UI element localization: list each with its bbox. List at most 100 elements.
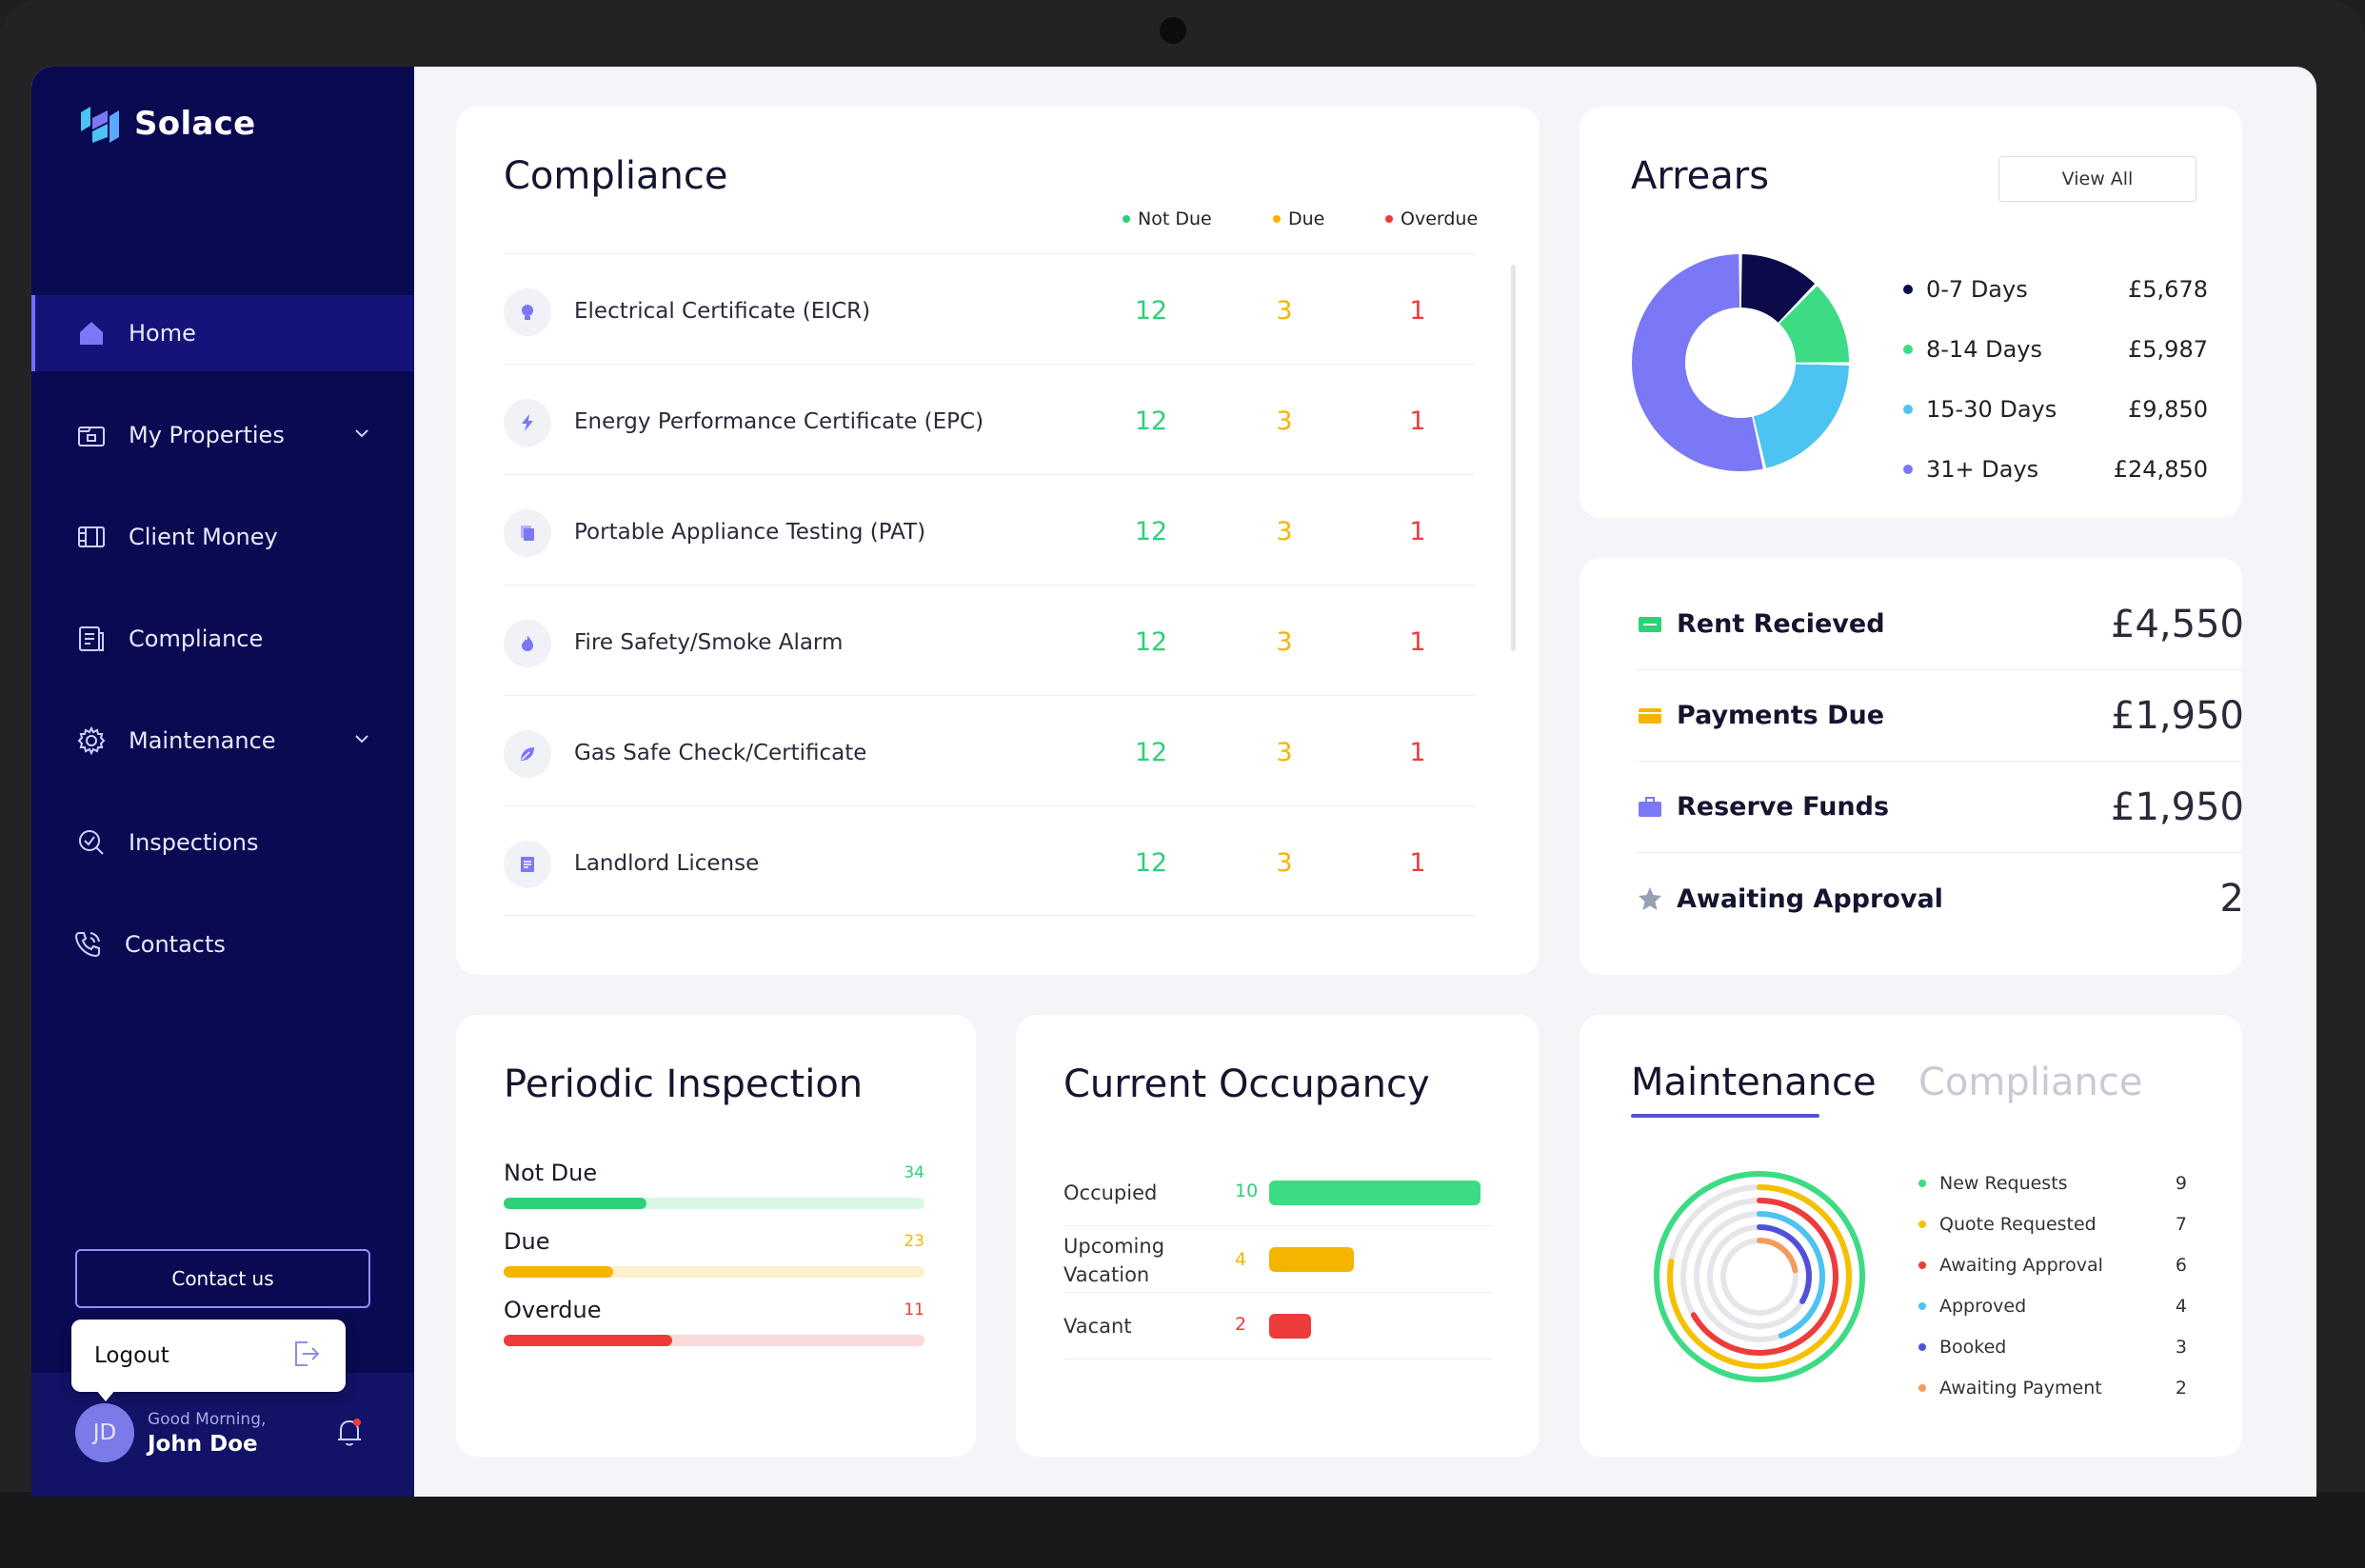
occupancy-count: 10 [1235, 1181, 1259, 1201]
finance-row[interactable]: Reserve Funds £1,950 [1635, 762, 2244, 853]
finance-row[interactable]: Awaiting Approval 2 [1635, 853, 2244, 944]
arrears-label: 31+ Days [1926, 456, 2039, 483]
overdue-count: 1 [1409, 407, 1426, 436]
contact-us-button[interactable]: Contact us [75, 1249, 370, 1308]
sidebar-item-label: Inspections [129, 829, 259, 856]
occupancy-bar [1269, 1314, 1311, 1339]
progress-track [504, 1335, 924, 1346]
table-row[interactable]: Energy Performance Certificate (EPC) 12 … [504, 364, 1475, 474]
due-count: 3 [1276, 848, 1293, 878]
sidebar-item-compliance[interactable]: Compliance [31, 601, 414, 677]
gear-icon [73, 723, 109, 759]
ring-arc [1757, 1238, 1799, 1274]
view-all-button[interactable]: View All [1998, 156, 2196, 202]
overdue-count: 1 [1409, 627, 1426, 657]
not-due-count: 12 [1134, 848, 1168, 878]
tab-compliance[interactable]: Compliance [1918, 1061, 2143, 1104]
sidebar-item-maintenance[interactable]: Maintenance [31, 703, 414, 779]
legend-dot [1903, 405, 1913, 414]
legend-dot [1123, 215, 1130, 223]
scrollbar[interactable] [1511, 265, 1516, 651]
maintenance-count: 6 [2175, 1255, 2187, 1276]
legend-not-due: Not Due [1123, 208, 1212, 229]
legend-label: Not Due [1138, 208, 1212, 229]
occupancy-count: 4 [1235, 1249, 1247, 1270]
donut-slice [1752, 363, 1849, 468]
compliance-name: Landlord License [574, 851, 760, 876]
arrears-label: 15-30 Days [1926, 396, 2057, 423]
table-row[interactable]: Fire Safety/Smoke Alarm 12 3 1 [504, 585, 1475, 695]
due-count: 3 [1276, 517, 1293, 546]
sidebar-item-contacts[interactable]: Contacts [31, 906, 414, 982]
card-title: Current Occupancy [1063, 1062, 1430, 1106]
maintenance-count: 3 [2175, 1337, 2187, 1358]
inspection-label: Due [504, 1228, 550, 1255]
due-count: 3 [1276, 627, 1293, 657]
donut-slice [1739, 254, 1816, 324]
finance-row[interactable]: Rent Recieved £4,550 [1635, 579, 2244, 670]
sidebar-item-inspections[interactable]: Inspections [31, 804, 414, 881]
maintenance-label: Quote Requested [1939, 1214, 2097, 1235]
sidebar-item-home[interactable]: Home [31, 295, 414, 371]
progress-fill [504, 1266, 613, 1278]
sidebar-item-client-money[interactable]: Client Money [31, 499, 414, 575]
logout-icon[interactable] [288, 1337, 323, 1375]
not-due-count: 12 [1134, 517, 1168, 546]
not-due-count: 12 [1134, 627, 1168, 657]
periodic-inspection-card: Periodic Inspection Not Due 34 Due 23 Ov… [456, 1015, 976, 1457]
chevron-down-icon[interactable] [351, 423, 372, 449]
arrears-donut-chart [1632, 254, 1849, 471]
card-title: Arrears [1631, 154, 1770, 198]
chevron-down-icon[interactable] [351, 728, 372, 755]
overdue-count: 1 [1409, 296, 1426, 326]
progress-fill [504, 1198, 647, 1209]
legend-dot [1273, 215, 1281, 223]
maintenance-item: Quote Requested 7 [1918, 1210, 2187, 1239]
copy-icon [504, 509, 551, 557]
maintenance-count: 7 [2175, 1214, 2187, 1235]
finance-row[interactable]: Payments Due £1,950 [1635, 670, 2244, 762]
avatar[interactable]: JD [75, 1403, 134, 1462]
tab-underline [1631, 1114, 1819, 1118]
table-row[interactable]: Landlord License 12 3 1 [504, 805, 1475, 916]
occupancy-count: 2 [1235, 1314, 1247, 1335]
logout-popover[interactable]: Logout [71, 1320, 346, 1401]
inspection-count: 23 [904, 1232, 924, 1251]
money-icon [73, 519, 109, 555]
solace-logo-icon [81, 107, 119, 143]
table-row[interactable]: Portable Appliance Testing (PAT) 12 3 1 [504, 474, 1475, 585]
app-screen: Solace Home My Properties [31, 67, 2316, 1497]
due-count: 3 [1276, 407, 1293, 436]
table-row[interactable]: Electrical Certificate (EICR) 12 3 1 [504, 253, 1475, 364]
inspection-row: Overdue 11 [504, 1297, 924, 1346]
arrears-label: 8-14 Days [1926, 336, 2042, 363]
sidebar-item-label: Client Money [129, 524, 278, 550]
bell-icon[interactable] [332, 1415, 367, 1453]
table-row[interactable]: Gas Safe Check/Certificate 12 3 1 [504, 695, 1475, 805]
flame-icon [504, 620, 551, 667]
arrears-label: 0-7 Days [1926, 276, 2028, 303]
maintenance-item: Awaiting Payment 2 [1918, 1374, 2187, 1402]
maintenance-label: Booked [1939, 1337, 2007, 1358]
compliance-name: Electrical Certificate (EICR) [574, 299, 871, 324]
legend-dot [1903, 285, 1913, 294]
due-count: 3 [1276, 296, 1293, 326]
user-name: John Doe [148, 1432, 258, 1457]
tab-maintenance[interactable]: Maintenance [1631, 1061, 1877, 1104]
leaf-icon [504, 730, 551, 778]
arrears-card: Arrears View All 0-7 Days £5,678 8-14 Da… [1580, 107, 2242, 518]
legend-dot [1918, 1302, 1926, 1310]
search-check-icon [73, 824, 109, 861]
document-icon [73, 621, 109, 657]
maintenance-label: Awaiting Payment [1939, 1378, 2102, 1399]
maintenance-label: Approved [1939, 1296, 2027, 1317]
logo[interactable]: Solace [75, 99, 255, 149]
compliance-name: Gas Safe Check/Certificate [574, 741, 867, 765]
not-due-count: 12 [1134, 738, 1168, 767]
legend-dot [1918, 1221, 1926, 1228]
maintenance-item: Approved 4 [1918, 1292, 2187, 1320]
camera [1160, 17, 1186, 44]
sidebar-item-my-properties[interactable]: My Properties [31, 397, 414, 473]
occupancy-label: Upcoming Vacation [1063, 1235, 1165, 1286]
